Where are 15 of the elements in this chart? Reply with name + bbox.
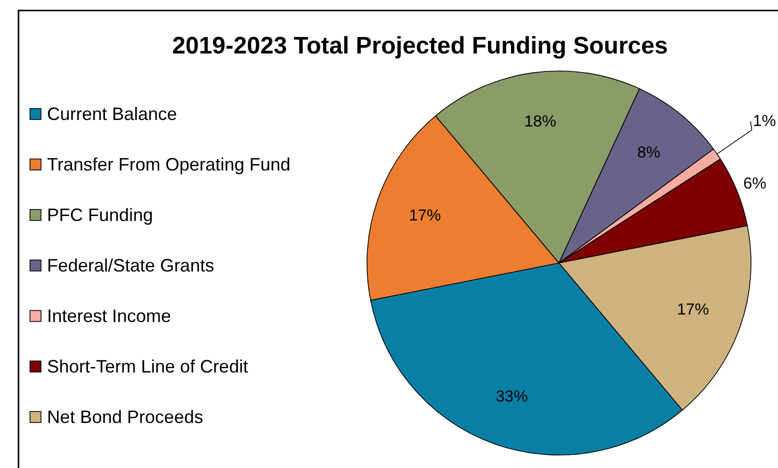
legend-label: Short-Term Line of Credit xyxy=(47,356,248,376)
data-label: 18% xyxy=(524,114,556,131)
legend-label: Transfer From Operating Fund xyxy=(47,154,290,174)
legend-label: Net Bond Proceeds xyxy=(47,407,204,427)
legend-label: Current Balance xyxy=(47,104,178,124)
data-label: 1% xyxy=(752,112,776,130)
data-label: 17% xyxy=(408,207,442,224)
data-label: 33% xyxy=(496,388,528,406)
chart-title: 2019-2023 Total Projected Funding Sources xyxy=(172,32,668,60)
data-label: 6% xyxy=(743,175,766,192)
data-label: 8% xyxy=(637,144,660,162)
legend-label: PFC Funding xyxy=(47,205,154,225)
legend-label: Federal/State Grants xyxy=(47,256,214,276)
data-label: 17% xyxy=(676,302,710,319)
legend-label: Interest Income xyxy=(47,306,172,326)
